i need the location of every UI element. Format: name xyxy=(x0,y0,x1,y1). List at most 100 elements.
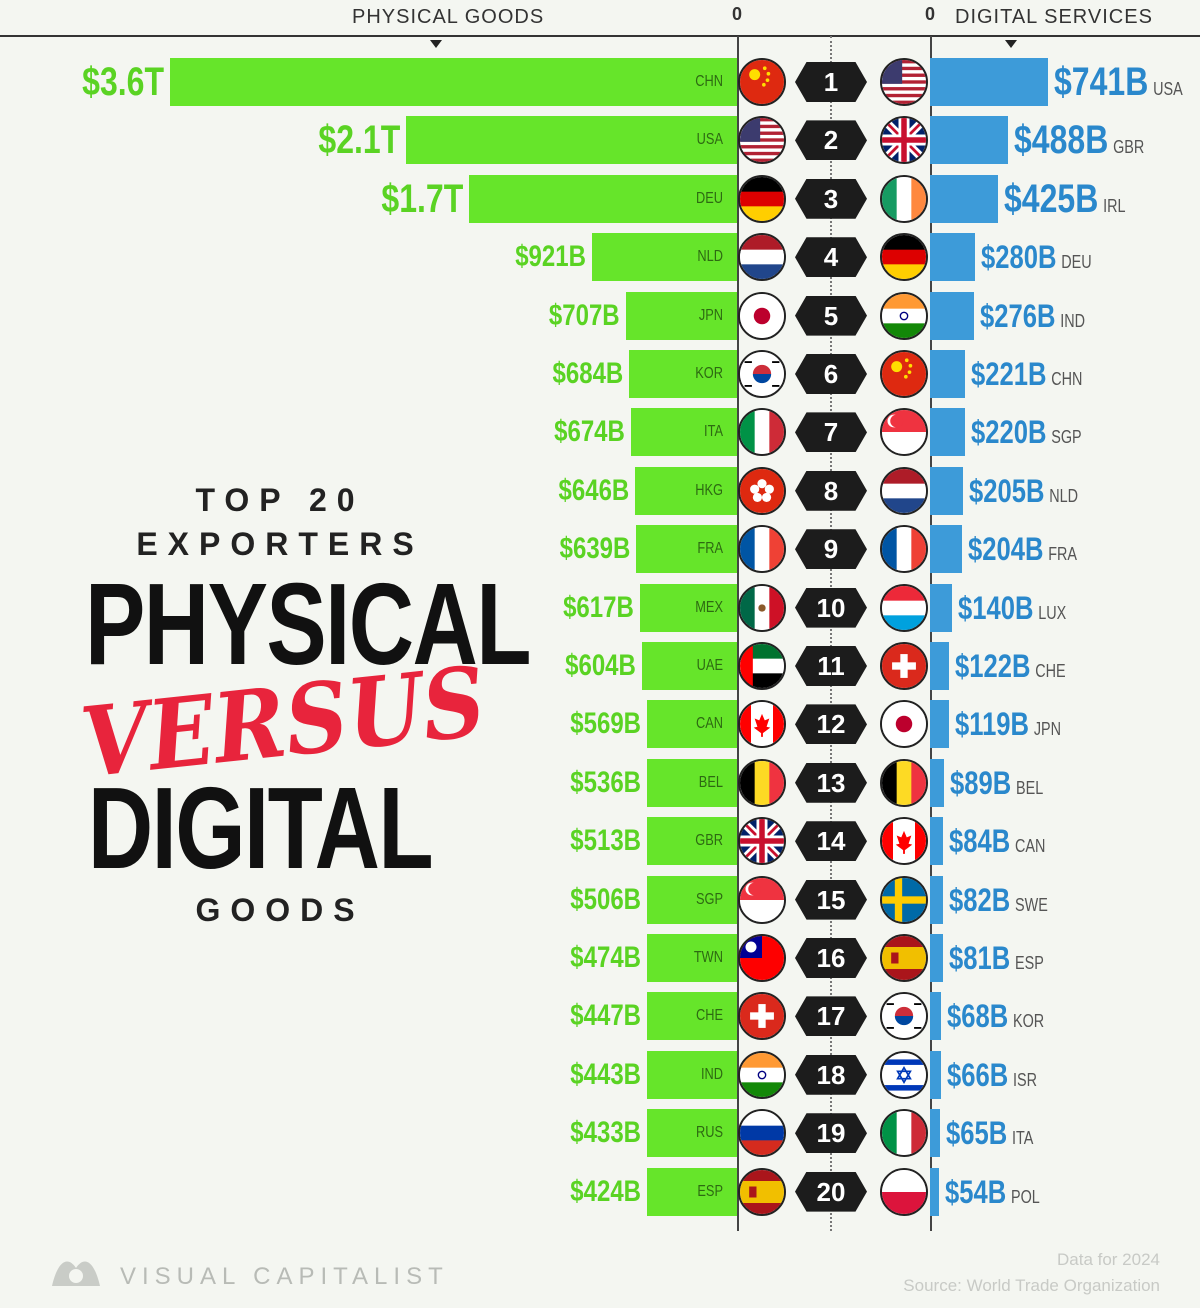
digital-value-label: $488B GBR xyxy=(1014,116,1144,164)
header-rule xyxy=(0,35,1200,37)
digital-value-text: $276B xyxy=(979,297,1056,334)
digital-bar-isr xyxy=(930,1050,941,1099)
physical-value-label: $474B xyxy=(570,941,641,974)
digital-value-label: $204B FRA xyxy=(968,525,1077,573)
rank-badge: 5 xyxy=(795,295,867,336)
digital-value-text: $221B xyxy=(971,356,1047,392)
digital-bar-che xyxy=(930,642,950,690)
digital-value-text: $205B xyxy=(968,472,1045,509)
physical-bar-deu xyxy=(469,174,737,223)
digital-value-text: $82B xyxy=(949,881,1011,918)
digital-axis-line xyxy=(930,36,932,1231)
digital-bar-esp xyxy=(930,934,943,982)
digital-value-text: $68B xyxy=(946,998,1009,1035)
physical-value-label: $536B xyxy=(570,765,641,799)
ita-flag-icon xyxy=(880,1109,928,1158)
digital-value-label: $54B POL xyxy=(945,1168,1040,1216)
physical-value-label: $617B xyxy=(563,590,634,624)
digital-value-label: $221B CHN xyxy=(971,350,1082,398)
digital-bar-irl xyxy=(930,174,998,223)
physical-country-code: NLD xyxy=(697,248,723,266)
digital-country-code: ITA xyxy=(1012,1128,1034,1149)
rank-badge: 6 xyxy=(795,354,867,394)
uae-flag-icon xyxy=(738,642,786,690)
deu-flag-icon xyxy=(880,233,928,282)
physical-country-code: UAE xyxy=(696,657,723,674)
physical-country-code: MEX xyxy=(695,598,723,616)
digital-value-text: $220B xyxy=(971,414,1047,451)
visual-capitalist-logo-icon xyxy=(52,1261,100,1286)
kor-flag-icon xyxy=(880,992,928,1041)
physical-bar-fra xyxy=(636,525,737,574)
physical-value-label: $513B xyxy=(570,824,641,858)
digital-country-code: IRL xyxy=(1102,195,1126,216)
physical-bar-hkg xyxy=(635,466,737,515)
digital-value-text: $488B xyxy=(1013,118,1109,163)
digital-arrow-icon xyxy=(1005,40,1017,48)
digital-country-code: IND xyxy=(1060,310,1085,331)
physical-bar-kor xyxy=(629,350,737,398)
digital-value-label: $276B IND xyxy=(980,292,1085,340)
physical-goods-header: PHYSICAL GOODS xyxy=(352,6,545,28)
physical-value-label: $569B xyxy=(570,707,641,741)
digital-country-code: CHE xyxy=(1035,661,1067,681)
physical-arrow-icon xyxy=(430,40,442,48)
digital-bar-jpn xyxy=(930,700,949,749)
jpn-flag-icon xyxy=(880,700,928,749)
physical-country-code: DEU xyxy=(695,189,723,207)
esp-flag-icon xyxy=(880,934,928,982)
digital-value-text: $122B xyxy=(955,648,1031,684)
physical-value-label: $684B xyxy=(552,357,624,390)
physical-country-code: USA xyxy=(696,131,723,149)
title-goods: GOODS xyxy=(195,892,365,928)
digital-country-code: LUX xyxy=(1038,602,1067,623)
sgp-flag-icon xyxy=(738,875,786,924)
digital-country-code: POL xyxy=(1010,1186,1040,1207)
nld-flag-icon xyxy=(738,233,786,282)
digital-bar-can xyxy=(930,817,944,866)
physical-bar-bel xyxy=(647,758,737,807)
digital-value-label: $68B KOR xyxy=(947,992,1044,1040)
che-flag-icon xyxy=(880,642,928,690)
digital-country-code: BEL xyxy=(1016,777,1044,798)
rank-badge: 12 xyxy=(795,704,867,745)
digital-bar-nld xyxy=(930,466,963,515)
fra-flag-icon xyxy=(880,525,928,574)
physical-bar-twn xyxy=(647,934,737,982)
physical-bar-mex xyxy=(639,583,737,632)
physical-country-code: GBR xyxy=(695,832,723,850)
physical-value-label: $433B xyxy=(570,1116,641,1150)
physical-country-code: ESP xyxy=(697,1182,723,1200)
bel-flag-icon xyxy=(738,758,786,807)
digital-country-code: ISR xyxy=(1012,1069,1037,1090)
digital-value-label: $65B ITA xyxy=(946,1109,1033,1157)
kor-flag-icon xyxy=(738,350,786,398)
digital-country-code: SWE xyxy=(1015,894,1048,915)
physical-bar-jpn xyxy=(625,291,737,340)
physical-bar-usa xyxy=(406,116,737,165)
digital-value-text: $140B xyxy=(958,589,1034,626)
digital-value-text: $741B xyxy=(1054,60,1149,104)
physical-bar-gbr xyxy=(647,817,737,866)
physical-zero-label: 0 xyxy=(732,4,743,24)
digital-value-text: $66B xyxy=(946,1056,1008,1093)
bel-flag-icon xyxy=(880,758,928,807)
digital-country-code: NLD xyxy=(1048,485,1078,506)
rank-badge: 1 xyxy=(795,62,867,102)
digital-value-label: $140B LUX xyxy=(958,584,1066,632)
rank-badge: 14 xyxy=(795,821,867,862)
rank-badge: 9 xyxy=(795,529,867,570)
esp-flag-icon xyxy=(738,1167,786,1216)
digital-value-label: $119B JPN xyxy=(955,700,1061,748)
rank-badge: 11 xyxy=(795,646,867,686)
physical-bar-esp xyxy=(647,1167,737,1216)
physical-axis-line xyxy=(737,36,739,1231)
footer-brand: VISUAL CAPITALIST xyxy=(120,1263,449,1290)
digital-zero-label: 0 xyxy=(925,4,936,24)
physical-country-code: RUS xyxy=(695,1124,723,1142)
nld-flag-icon xyxy=(880,466,928,515)
physical-bar-sgp xyxy=(647,875,737,924)
digital-value-label: $89B BEL xyxy=(950,759,1043,807)
rank-badge: 15 xyxy=(795,879,867,920)
physical-country-code: BEL xyxy=(698,773,723,791)
